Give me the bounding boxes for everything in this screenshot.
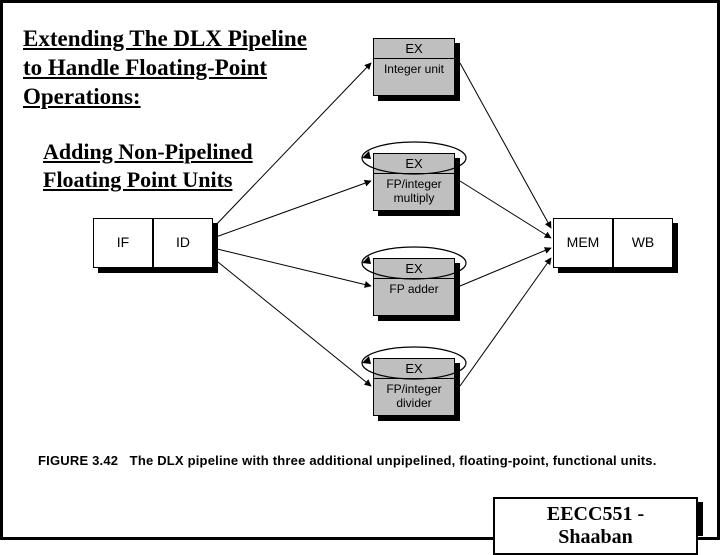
ex4-head: EX: [374, 359, 454, 379]
stage-wb-label: WB: [632, 235, 655, 250]
stage-if-label: IF: [117, 235, 129, 250]
caption-text: The DLX pipeline with three additional u…: [130, 453, 657, 468]
ex2-label: FP/integer multiply: [374, 174, 454, 209]
subtitle-line-1: Adding Non-Pipelined: [43, 139, 253, 164]
caption-prefix: FIGURE 3.42: [38, 453, 118, 468]
title-line-3: Operations:: [23, 84, 141, 109]
ex3-head: EX: [374, 259, 454, 279]
stage-id-label: ID: [176, 235, 190, 250]
ex2-head: EX: [374, 154, 454, 174]
ex-unit-integer: EX Integer unit: [373, 38, 455, 96]
footer-label: EECC551 - Shaaban: [547, 503, 644, 548]
subtitle-line-2: Floating Point Units: [43, 167, 232, 192]
ex-unit-fp-mul: EX FP/integer multiply: [373, 153, 455, 211]
ex-unit-fp-adder: EX FP adder: [373, 258, 455, 316]
title-line-2: to Handle Floating-Point: [23, 55, 267, 80]
figure-caption: FIGURE 3.42 The DLX pipeline with three …: [38, 453, 688, 468]
ex4-label: FP/integer divider: [374, 379, 454, 414]
ex1-label: Integer unit: [374, 59, 454, 79]
ex1-head: EX: [374, 39, 454, 59]
stage-mem: MEM: [553, 218, 613, 268]
stage-if: IF: [93, 218, 153, 268]
footer-label-box: EECC551 - Shaaban: [493, 497, 698, 555]
stage-id: ID: [153, 218, 213, 268]
slide-frame: Extending The DLX Pipeline to Handle Flo…: [0, 0, 720, 540]
stage-wb: WB: [613, 218, 673, 268]
ex-unit-fp-div: EX FP/integer divider: [373, 358, 455, 416]
ex3-label: FP adder: [374, 279, 454, 299]
title-line-1: Extending The DLX Pipeline: [23, 26, 307, 51]
stage-mem-label: MEM: [567, 235, 600, 250]
slide-subtitle: Adding Non-Pipelined Floating Point Unit…: [43, 138, 313, 193]
slide-title: Extending The DLX Pipeline to Handle Flo…: [23, 25, 343, 111]
